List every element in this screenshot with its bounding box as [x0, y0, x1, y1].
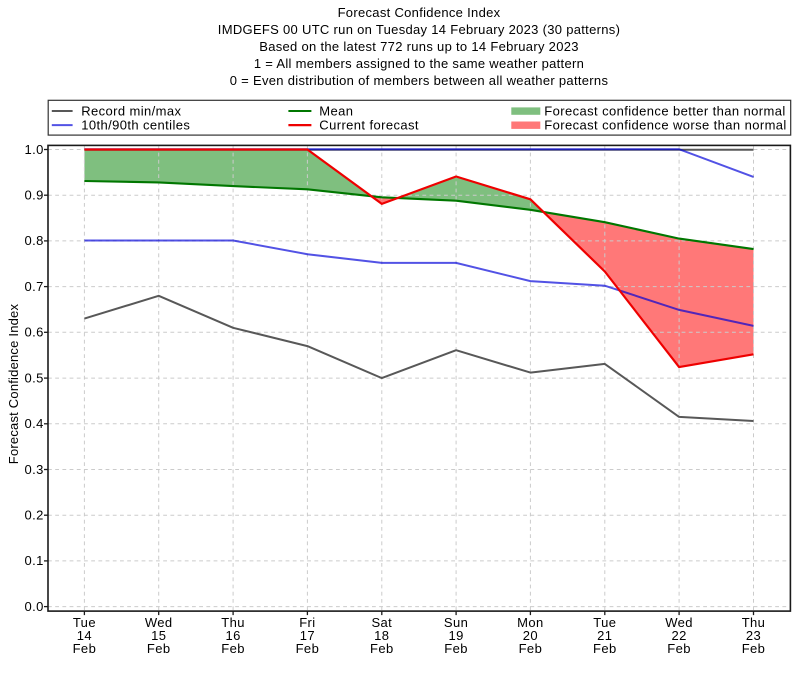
- svg-text:20: 20: [523, 628, 538, 643]
- svg-text:Forecast Confidence Index: Forecast Confidence Index: [6, 304, 21, 465]
- svg-text:0.2: 0.2: [25, 508, 44, 523]
- svg-text:10th/90th centiles: 10th/90th centiles: [81, 118, 190, 133]
- svg-text:Based on the latest 772 runs u: Based on the latest 772 runs up to 14 Fe…: [259, 39, 579, 54]
- svg-text:19: 19: [448, 628, 463, 643]
- svg-text:Fri: Fri: [299, 615, 315, 630]
- svg-text:0.1: 0.1: [25, 553, 44, 568]
- svg-text:Thu: Thu: [221, 615, 245, 630]
- svg-text:0.0: 0.0: [25, 599, 44, 614]
- svg-text:Feb: Feb: [370, 641, 394, 656]
- svg-text:Feb: Feb: [221, 641, 245, 656]
- svg-text:Feb: Feb: [444, 641, 468, 656]
- svg-text:0.5: 0.5: [25, 370, 44, 385]
- svg-text:Tue: Tue: [73, 615, 96, 630]
- svg-text:21: 21: [597, 628, 612, 643]
- svg-text:16: 16: [225, 628, 240, 643]
- svg-text:Current forecast: Current forecast: [319, 118, 419, 133]
- svg-text:Feb: Feb: [742, 641, 766, 656]
- svg-text:0.8: 0.8: [25, 233, 44, 248]
- svg-text:14: 14: [77, 628, 92, 643]
- svg-text:1.0: 1.0: [25, 142, 44, 157]
- svg-text:0.9: 0.9: [25, 188, 44, 203]
- svg-text:22: 22: [671, 628, 686, 643]
- svg-text:Thu: Thu: [742, 615, 766, 630]
- svg-text:Feb: Feb: [593, 641, 617, 656]
- svg-text:Sun: Sun: [444, 615, 468, 630]
- svg-text:0.6: 0.6: [25, 325, 44, 340]
- svg-text:1 = All members assigned to th: 1 = All members assigned to the same wea…: [254, 56, 584, 71]
- svg-text:Forecast confidence better tha: Forecast confidence better than normal: [544, 103, 785, 118]
- svg-text:Feb: Feb: [667, 641, 691, 656]
- svg-text:Feb: Feb: [73, 641, 97, 656]
- svg-text:18: 18: [374, 628, 389, 643]
- svg-text:IMDGEFS 00 UTC run on Tuesday: IMDGEFS 00 UTC run on Tuesday 14 Februar…: [218, 22, 620, 37]
- svg-text:Feb: Feb: [147, 641, 171, 656]
- svg-text:0 = Even distribution of membe: 0 = Even distribution of members between…: [230, 73, 609, 88]
- svg-text:Wed: Wed: [145, 615, 173, 630]
- svg-text:17: 17: [300, 628, 315, 643]
- svg-text:Feb: Feb: [519, 641, 543, 656]
- svg-text:Forecast Confidence Index: Forecast Confidence Index: [338, 5, 501, 20]
- svg-text:Forecast confidence worse than: Forecast confidence worse than normal: [544, 118, 786, 133]
- svg-text:Mean: Mean: [319, 103, 353, 118]
- svg-text:15: 15: [151, 628, 166, 643]
- svg-text:23: 23: [746, 628, 761, 643]
- svg-text:Sat: Sat: [371, 615, 392, 630]
- svg-text:Record min/max: Record min/max: [81, 103, 181, 118]
- svg-text:Tue: Tue: [593, 615, 616, 630]
- svg-text:0.4: 0.4: [25, 416, 44, 431]
- svg-text:Feb: Feb: [296, 641, 320, 656]
- svg-text:Wed: Wed: [665, 615, 693, 630]
- svg-text:0.3: 0.3: [25, 462, 44, 477]
- svg-text:0.7: 0.7: [25, 279, 44, 294]
- svg-text:Mon: Mon: [517, 615, 544, 630]
